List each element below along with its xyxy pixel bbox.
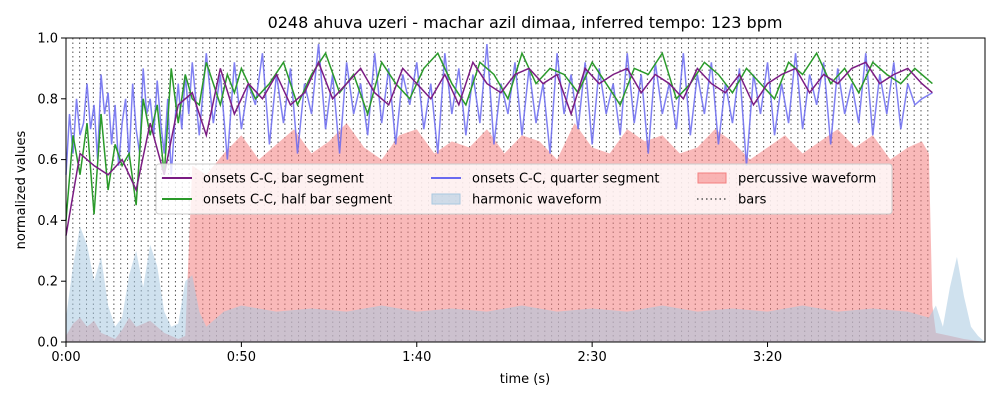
x-axis: 0:00 0:50 1:40 2:30 3:20 (51, 342, 782, 365)
plot-frame (65, 37, 986, 343)
y-axis: 0.0 0.2 0.4 0.6 0.8 1.0 (37, 32, 66, 351)
y-tick-label: 0.4 (37, 214, 58, 229)
legend-label-bars: bars (738, 193, 767, 208)
legend: onsets C-C, bar segment onsets C-C, half … (155, 163, 893, 215)
harmonic-waveform-area (66, 226, 985, 342)
x-tick-label: 3:20 (753, 350, 782, 365)
y-tick-label: 0.0 (37, 336, 58, 351)
x-tick-label: 0:50 (227, 350, 256, 365)
onsets-c-c-half-bar-segment-line (65, 51, 933, 221)
x-tick-label: 2:30 (578, 350, 607, 365)
y-tick-label: 1.0 (37, 32, 58, 47)
x-axis-label: time (s) (500, 372, 550, 387)
chart-title: 0248 ahuva uzeri - machar azil dimaa, in… (268, 13, 783, 32)
y-axis-label: normalized values (14, 130, 29, 249)
legend-label-onsets-c-c-quarter-segment: onsets C-C, quarter segment (472, 172, 659, 187)
legend-label-harmonic-waveform: harmonic waveform (472, 193, 602, 208)
y-tick-label: 0.6 (37, 153, 58, 168)
legend-swatch-percussive-waveform (697, 172, 727, 184)
legend-label-percussive-waveform: percussive waveform (738, 172, 876, 187)
onsets-c-c-bar-segment-line (65, 60, 933, 236)
x-tick-label: 1:40 (402, 350, 431, 365)
harmonic-waveform-layer (66, 226, 985, 342)
legend-swatch-harmonic-waveform (431, 193, 461, 205)
y-tick-label: 0.8 (37, 92, 58, 107)
onset-lines-layer (65, 44, 933, 236)
x-tick-label: 0:00 (51, 350, 80, 365)
legend-label-onsets-c-c-bar-segment: onsets C-C, bar segment (203, 172, 364, 187)
legend-label-onsets-c-c-half-bar-segment: onsets C-C, half bar segment (203, 193, 392, 208)
y-tick-label: 0.2 (37, 275, 58, 290)
